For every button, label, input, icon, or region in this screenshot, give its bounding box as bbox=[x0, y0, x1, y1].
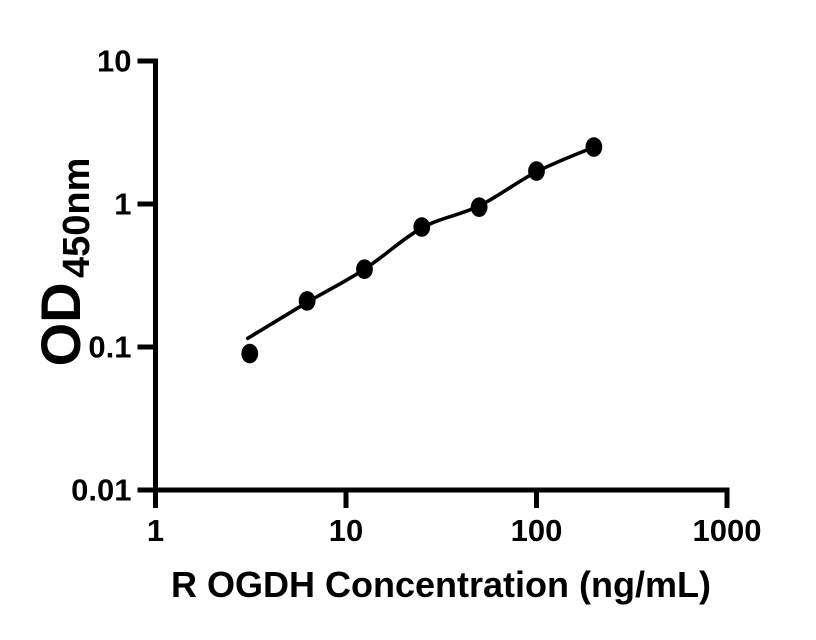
y-axis-title-main: OD bbox=[29, 282, 92, 366]
x-tick-label: 10 bbox=[329, 513, 363, 548]
x-tick-label: 100 bbox=[511, 513, 563, 548]
data-point-marker bbox=[241, 343, 259, 364]
data-point-marker bbox=[585, 137, 603, 157]
data-point-marker bbox=[470, 197, 488, 217]
x-tick-label: 1000 bbox=[693, 513, 762, 548]
y-axis-title-subscript: 450nm bbox=[56, 158, 98, 278]
data-point-marker bbox=[528, 161, 545, 181]
y-tick-label: 10 bbox=[97, 44, 131, 79]
data-point-marker bbox=[413, 217, 431, 237]
y-axis-title: OD 450nm bbox=[29, 158, 98, 367]
data-point-marker bbox=[298, 291, 316, 311]
y-tick-label: 0.1 bbox=[88, 330, 131, 365]
data-point-marker bbox=[356, 259, 373, 279]
axes-layer: 10 1 0.1 0.01 1 10 100 1000 bbox=[71, 44, 761, 549]
y-tick-label: 0.01 bbox=[71, 473, 131, 508]
x-axis-title: R OGDH Concentration (ng/mL) bbox=[171, 564, 711, 605]
y-tick-label: 1 bbox=[114, 187, 131, 222]
x-tick-label: 1 bbox=[147, 513, 164, 548]
data-points-layer bbox=[241, 137, 603, 364]
